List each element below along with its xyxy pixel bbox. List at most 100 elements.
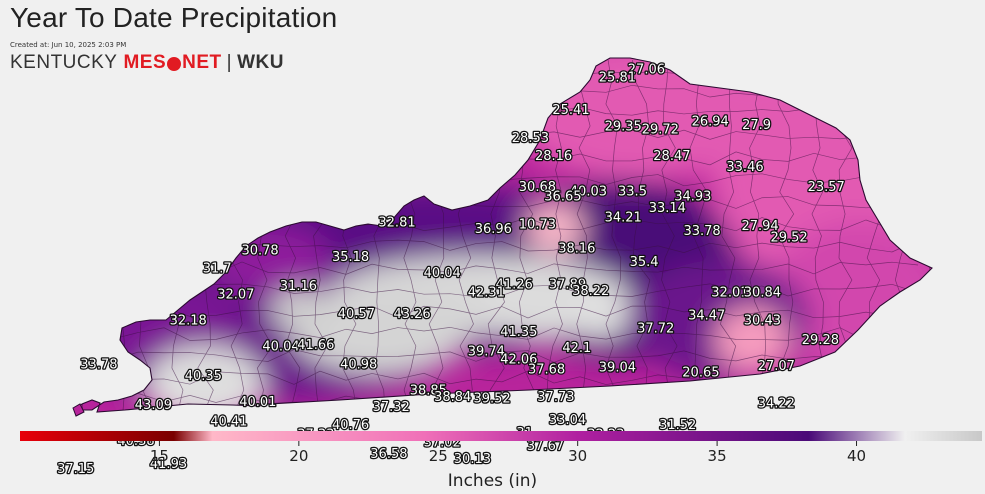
county-line — [75, 84, 919, 100]
station-value-label: 28.53 — [512, 131, 549, 146]
station-value-label: 43.09 — [135, 398, 172, 413]
county-line — [75, 326, 919, 342]
station-value-label: 26.94 — [692, 115, 729, 130]
station-value-label: 25.41 — [552, 103, 589, 118]
station-value-label: 37.67 — [527, 439, 564, 454]
station-value-label: 40.41 — [210, 415, 247, 430]
station-value-label: 37.15 — [57, 462, 94, 477]
station-value-label: 28.16 — [535, 149, 572, 164]
county-line — [75, 63, 919, 78]
station-value-label: 38.84 — [434, 390, 471, 405]
station-value-label: 39.52 — [473, 392, 510, 407]
logo-kentucky-text: KENTUCKY — [10, 52, 118, 73]
station-value-label: 40.03 — [570, 185, 607, 200]
station-value-label: 40.57 — [338, 307, 375, 322]
station-value-label: 32.81 — [378, 216, 415, 231]
logo-meso-text: MES — [123, 52, 167, 73]
station-value-label: 35.4 — [630, 255, 659, 270]
county-line — [777, 59, 795, 412]
station-value-label: 37.89 — [549, 278, 586, 293]
county-line — [60, 415, 918, 428]
station-value-label: 39.04 — [599, 361, 636, 376]
station-value-label: 25.81 — [599, 71, 636, 86]
station-value-label: 30.84 — [744, 286, 781, 301]
station-value-label: 34.22 — [758, 397, 795, 412]
station-value-label: 10.73 — [519, 217, 556, 232]
station-value-label: 30.13 — [454, 452, 491, 467]
legend-tick-label: 20 — [289, 447, 308, 465]
station-value-label: 32.01 — [711, 286, 748, 301]
station-value-label: 41.35 — [500, 325, 537, 340]
legend-title: Inches (in) — [447, 471, 538, 491]
station-value-label: 27.9 — [742, 118, 771, 133]
station-value-label: 23.57 — [808, 180, 845, 195]
station-value-label: 36.65 — [544, 190, 581, 205]
station-value-label: 33.5 — [618, 185, 647, 200]
station-value-label: 33.46 — [726, 160, 763, 175]
kentucky-mesonet-logo: KENTUCKY MES NET | WKU — [10, 52, 284, 74]
station-value-label: 40.98 — [340, 357, 377, 372]
station-value-label: 32.07 — [217, 287, 254, 302]
legend-tick-label: 40 — [847, 447, 866, 465]
station-value-label: 36.58 — [370, 447, 407, 462]
station-value-label: 37.73 — [537, 390, 574, 405]
state-outline — [73, 57, 933, 413]
legend-tick-label: 15 — [150, 447, 169, 465]
station-value-label: 41.93 — [150, 457, 187, 472]
station-value-label: 42.31 — [468, 286, 505, 301]
station-value-label: 31.7 — [203, 261, 232, 276]
county-line — [75, 349, 919, 363]
logo-sun-icon — [167, 57, 182, 71]
station-value-label: 37.68 — [528, 362, 565, 377]
county-line — [75, 304, 919, 319]
station-value-label: 37.72 — [637, 322, 674, 337]
color-legend: 15 20 25 30 35 40 — [20, 431, 982, 465]
county-line — [893, 59, 910, 412]
station-value-label: 29.28 — [802, 333, 839, 348]
station-value-label: 41.66 — [297, 338, 334, 353]
station-value-label: 27.06 — [628, 62, 665, 77]
station-value-label: 35.18 — [332, 250, 369, 265]
station-value-label: 29.35 — [605, 120, 642, 135]
station-value-label: 27.07 — [758, 359, 795, 374]
station-value-label: 40.76 — [332, 418, 369, 433]
station-value-label: 42.06 — [500, 353, 537, 368]
station-value-label: 38.16 — [558, 242, 595, 257]
station-value-label: 27.94 — [741, 219, 778, 234]
station-value-label: 30.68 — [519, 180, 556, 195]
station-value-label: 31.52 — [659, 418, 696, 433]
county-line — [749, 59, 766, 412]
created-timestamp: Created at: Jun 10, 2025 2:03 PM — [10, 41, 127, 49]
map-title: Year To Date Precipitation — [10, 2, 338, 33]
station-value-label: 30.78 — [241, 243, 278, 258]
county-line — [922, 59, 932, 412]
logo-net-text: NET — [182, 52, 222, 73]
station-value-label: 34.93 — [674, 190, 711, 205]
station-value-label: 40.01 — [239, 395, 276, 410]
station-value-label: 42.1 — [562, 341, 591, 356]
station-value-label: 29.72 — [642, 123, 679, 138]
station-value-label: 33.04 — [549, 413, 586, 428]
station-value-label: 40.04 — [424, 266, 461, 281]
station-value-label: 36.96 — [475, 222, 512, 237]
station-value-label: 38.85 — [410, 384, 447, 399]
logo-separator: | — [226, 52, 233, 73]
legend-tick-label: 30 — [568, 447, 587, 465]
station-value-label: 33.78 — [683, 224, 720, 239]
station-value-label: 41.26 — [496, 278, 533, 293]
county-line — [546, 59, 563, 412]
station-value-label: 28.47 — [653, 149, 690, 164]
station-value-label: 33.14 — [649, 201, 686, 216]
station-value-label: 20.65 — [682, 366, 719, 381]
legend-tick-label: 35 — [708, 447, 727, 465]
station-value-label: 43.26 — [393, 307, 430, 322]
county-line — [661, 59, 678, 412]
legend-tick-label: 25 — [429, 447, 448, 465]
county-line — [632, 59, 651, 412]
station-value-label: 33.78 — [80, 357, 117, 372]
county-line — [689, 59, 708, 412]
county-line — [605, 59, 622, 412]
station-value-label: 40.04 — [262, 340, 299, 355]
station-value-label: 34.47 — [688, 309, 725, 324]
